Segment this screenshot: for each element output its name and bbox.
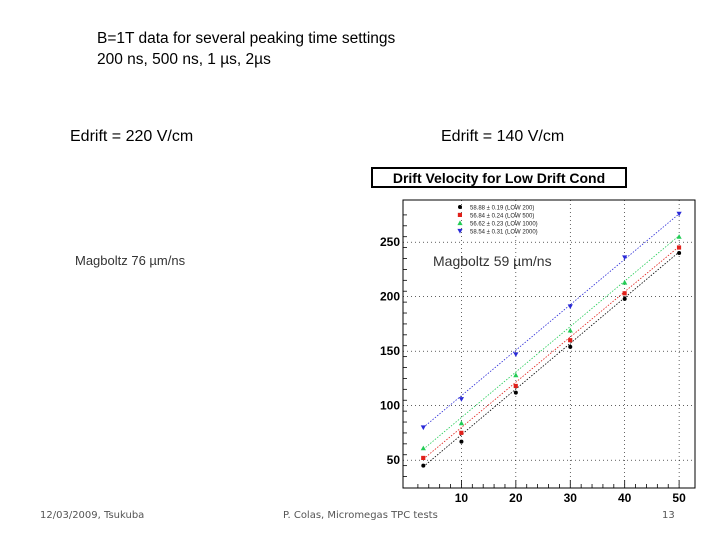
x-tick-label: 20 [509,491,523,502]
plot-frame [402,199,696,489]
data-point-s4 [567,304,573,310]
y-tick-label: 100 [380,399,400,413]
legend-marker-4 [457,228,463,234]
y-tick-label: 200 [380,290,400,304]
legend-label-2: 56.84 ± 0.24 (LOW 500) [470,214,534,220]
footer-author: P. Colas, Micromegas TPC tests [283,510,438,521]
data-point-s4 [420,425,426,431]
data-point-s3 [420,445,426,451]
drift-velocity-chart: Drift Velocity for Low Drift Cond 10 20 30 4… [371,167,696,502]
data-point-s1 [459,439,464,444]
right-magboltz-label: Magboltz 59 µm/ns [433,253,552,269]
data-point-s1 [421,463,426,468]
y-tick-label: 50 [387,453,401,467]
data-point-s4 [622,255,628,261]
data-point-s3 [676,234,682,239]
legend-marker-2 [457,212,462,217]
legend-label-4: 58.54 ± 0.31 (LOW 2000) [470,230,538,236]
data-point-s2 [459,430,464,435]
data-point-s1 [513,390,518,395]
header-line-2: 200 ns, 500 ns, 1 µs, 2µs [97,51,271,68]
legend-marker-3 [457,220,463,226]
x-tick-label: 40 [618,491,632,502]
x-tick-label: 10 [455,491,469,502]
left-edrift-label: Edrift = 220 V/cm [70,128,194,145]
left-magboltz-label: Magboltz 76 µm/ns [75,253,186,268]
data-point-s1 [622,296,627,301]
data-point-s3 [513,372,519,378]
y-tick-label: 250 [380,235,400,249]
data-point-s3 [622,279,628,285]
slide-number: 13 [662,510,675,521]
data-point-s4 [513,352,519,358]
data-point-s2 [676,245,682,250]
slide-header: B=1T data for several peaking time setti… [97,28,395,70]
data-point-s2 [622,291,627,296]
data-point-s2 [421,455,426,461]
data-point-s4 [676,211,682,217]
data-point-s2 [513,383,518,389]
header-line-1: B=1T data for several peaking time setti… [97,30,396,47]
chart-title: Drift Velocity for Low Drift Cond [393,170,605,186]
legend-label-3: 56.62 ± 0.23 (LOW 1000) [470,222,538,228]
right-edrift-label: Edrift = 140 V/cm [441,128,565,145]
data-point-s3 [567,327,573,333]
legend-label-1: 58.88 ± 0.19 (LOW 200) [470,206,534,212]
chart-title-box [371,167,627,188]
fit-line-2 [423,246,680,460]
data-point-s3 [458,420,465,426]
data-point-s2 [568,338,573,343]
x-tick-label: 30 [564,491,578,502]
y-tick-label: 150 [380,344,400,358]
data-point-s1 [677,251,682,256]
x-tick-label: 50 [672,491,686,502]
legend-marker-1 [458,205,462,209]
data-point-s4 [458,397,465,402]
data-point-s1 [568,344,573,349]
footer-date: 12/03/2009, Tsukuba [40,510,145,521]
